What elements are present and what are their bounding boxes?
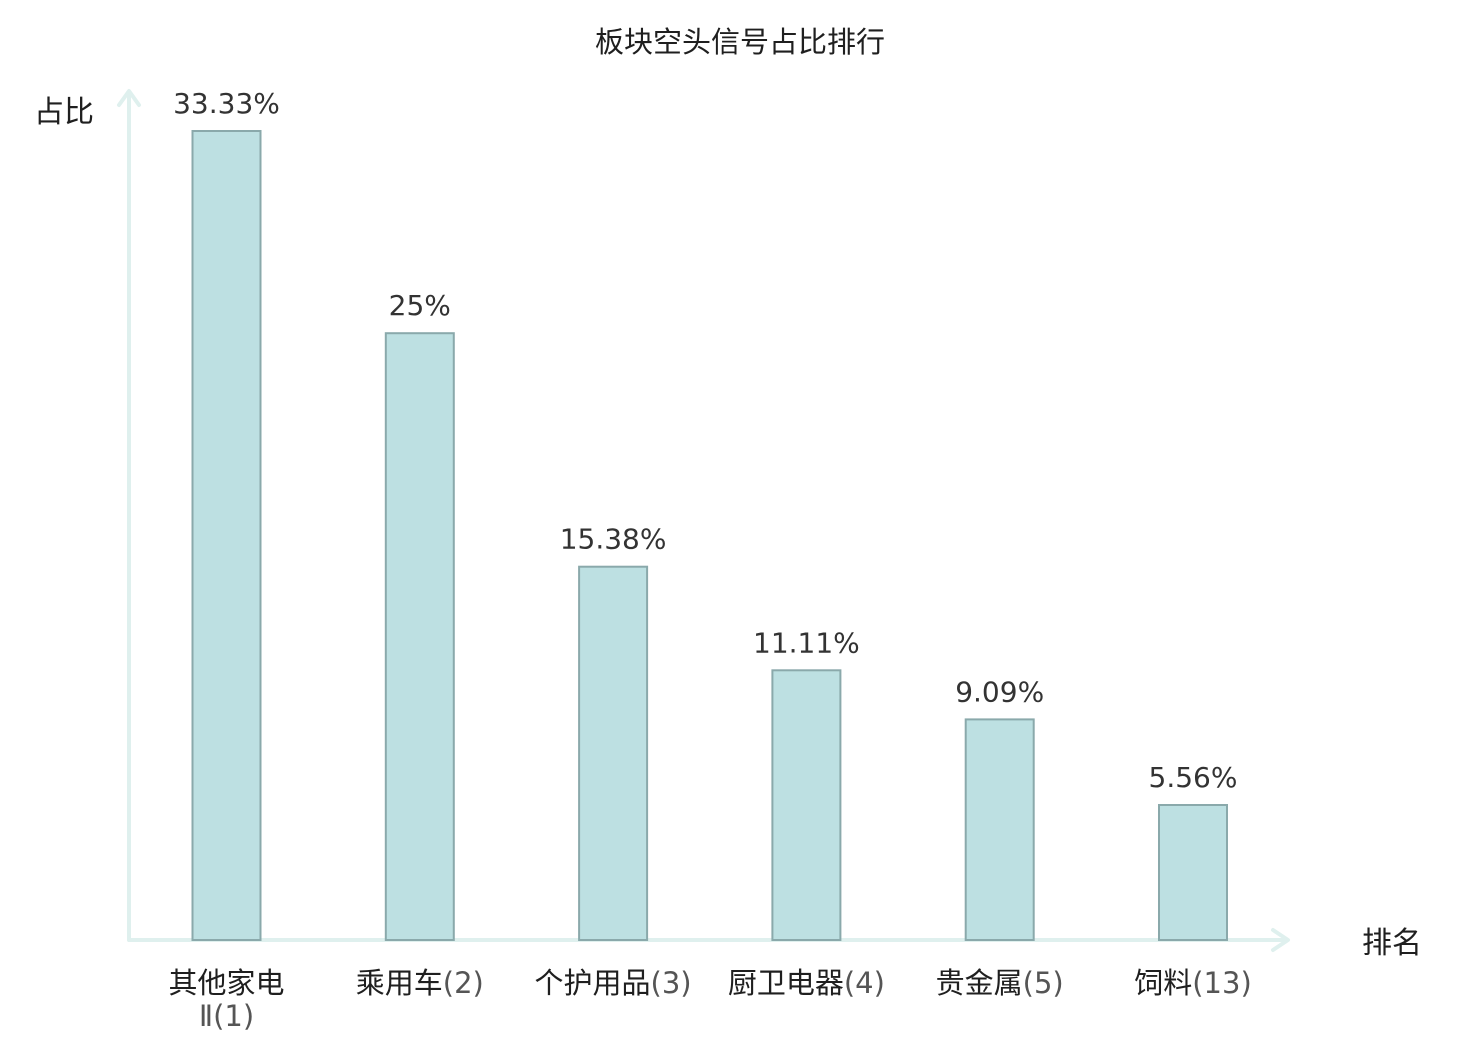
- category-label-2: 乘用车(2): [356, 966, 484, 1000]
- category-rank: (5): [1023, 966, 1064, 1000]
- category-label-1-line-1: 其他家电: [168, 966, 284, 1000]
- value-label-4: 11.11%: [753, 626, 860, 659]
- bar-1: [191, 130, 262, 941]
- bars-group: [191, 130, 1228, 942]
- value-label-6: 5.56%: [1149, 761, 1238, 794]
- bar-2: [384, 332, 455, 941]
- category-rank: (3): [651, 966, 692, 1000]
- chart-title: 板块空头信号占比排行: [595, 25, 885, 59]
- axes: [117, 89, 1290, 952]
- category-name: 饲料: [1134, 966, 1192, 1000]
- x-axis-label: 排名: [1362, 926, 1422, 961]
- category-name: 乘用车: [356, 966, 443, 1000]
- bar-5: [964, 718, 1035, 942]
- category-label-3: 个护用品(3): [535, 966, 692, 1000]
- value-label-1: 33.33%: [173, 87, 280, 120]
- value-label-2: 25%: [389, 289, 451, 322]
- category-rank: (4): [844, 966, 885, 1000]
- category-rank: Ⅱ(1): [199, 999, 254, 1033]
- category-name: 其他家电: [168, 966, 284, 1000]
- bar-6: [1158, 804, 1228, 941]
- value-label-3: 15.38%: [560, 523, 667, 556]
- category-name: 厨卫电器: [728, 966, 844, 1000]
- bar-3: [578, 565, 649, 941]
- category-label-1-line-2: Ⅱ(1): [199, 999, 254, 1033]
- category-label-4: 厨卫电器(4): [728, 966, 885, 1000]
- y-axis-label: 占比: [34, 95, 94, 130]
- category-name: 贵金属: [936, 966, 1023, 1000]
- category-label-6: 饲料(13): [1134, 966, 1252, 1000]
- category-rank: (13): [1192, 966, 1252, 1000]
- bar-4: [771, 669, 842, 941]
- y-axis-arrow: [117, 89, 141, 107]
- x-axis-arrow: [1271, 928, 1290, 952]
- value-labels-group: 33.33% 25% 15.38% 11.11% 9.09% 5.56%: [173, 87, 1237, 794]
- value-label-5: 9.09%: [955, 675, 1044, 708]
- category-rank: (2): [443, 966, 484, 1000]
- category-label-5: 贵金属(5): [936, 966, 1064, 1000]
- category-name: 个护用品: [535, 966, 651, 1000]
